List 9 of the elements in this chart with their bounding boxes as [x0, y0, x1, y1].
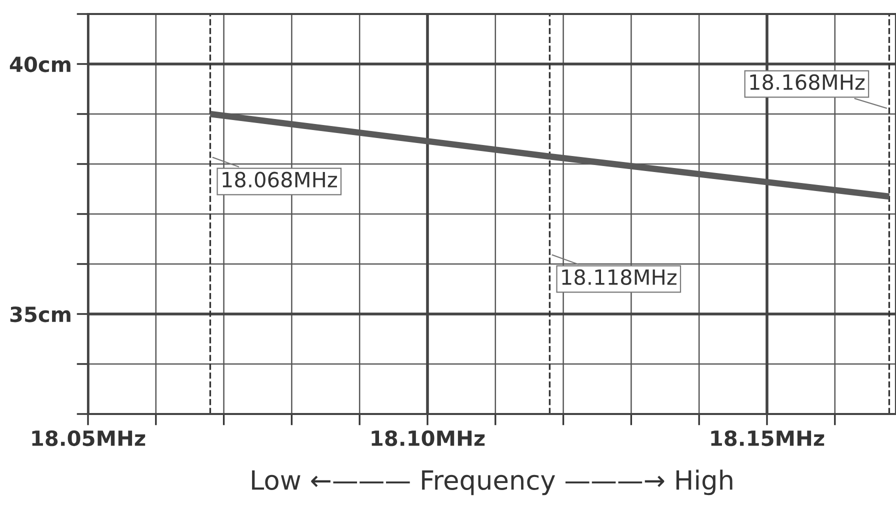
x-axis-title: Low ←——— Frequency ———→ High	[252, 470, 732, 496]
ref-line-label: 18.118MHz	[562, 269, 676, 286]
y-tick-label: 35cm	[10, 306, 70, 322]
x-tick-label: 18.05MHz	[32, 430, 146, 446]
x-tick-label: 18.10MHz	[372, 430, 485, 446]
x-tick-label: 18.15MHz	[711, 430, 824, 446]
y-tick-label: 40cm	[10, 56, 70, 72]
ref-line-label: 18.068MHz	[222, 172, 337, 188]
ref-line-label: 18.168MHz	[750, 74, 865, 90]
